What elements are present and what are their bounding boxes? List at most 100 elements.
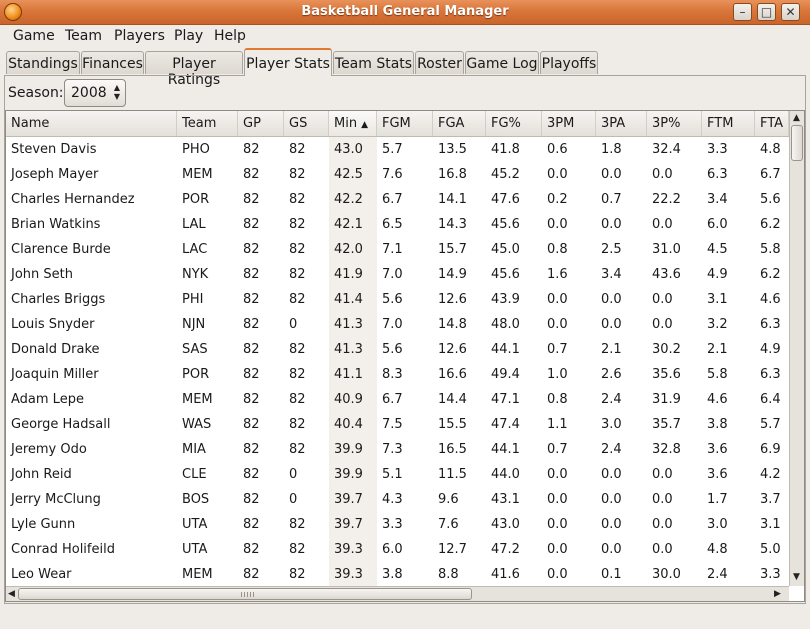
table-row[interactable]: Leo Wear MEM 82 82 39.3 3.8 8.8 41.6 0.0 0.1 30.0 2… (6, 561, 789, 586)
column-header-fga[interactable]: FGA (433, 111, 486, 136)
table-cell: Donald Drake (11, 342, 100, 357)
table-cell: 14.9 (438, 267, 467, 282)
column-header-label: Min (334, 116, 358, 131)
table-row[interactable]: Adam Lepe MEM 82 82 40.9 6.7 14.4 47.1 0.8 2.4 31.… (6, 386, 789, 411)
table-cell: 0.0 (601, 492, 622, 507)
table-row[interactable]: Lyle Gunn UTA 82 82 39.7 3.3 7.6 43.0 0.0 0.0 0.0 3… (6, 511, 789, 536)
table-cell: 82 (243, 492, 260, 507)
table-cell: 12.6 (438, 342, 467, 357)
table-cell: 82 (243, 242, 260, 257)
column-header-name[interactable]: Name (6, 111, 177, 136)
horizontal-scrollbar[interactable]: ◀ ▶ (6, 586, 789, 601)
table-row[interactable]: Jerry McClung BOS 82 0 39.7 4.3 9.6 43.1 0.0 0.0 0… (6, 486, 789, 511)
table-row[interactable]: Steven Davis PHO 82 82 43.0 5.7 13.5 41.8 0.6 1.8… (6, 136, 789, 161)
scroll-right-icon[interactable]: ▶ (774, 589, 781, 599)
table-cell: 3.1 (760, 517, 781, 532)
tab-player-ratings[interactable]: Player Ratings (145, 51, 243, 88)
spinner-arrows-icon[interactable]: ▲ ▼ (113, 83, 120, 101)
table-cell: 82 (289, 542, 306, 557)
table-cell: 2.4 (601, 392, 622, 407)
vertical-scrollbar[interactable]: ▲ ▼ (789, 111, 804, 586)
table-cell: 0.0 (652, 167, 673, 182)
table-cell: 6.9 (760, 442, 781, 457)
table-cell: 15.7 (438, 242, 467, 257)
tab-roster[interactable]: Roster (415, 51, 464, 74)
column-header-fgpct[interactable]: FG% (486, 111, 542, 136)
column-header-fta[interactable]: FTA (755, 111, 789, 136)
scroll-down-icon[interactable]: ▼ (793, 572, 800, 582)
column-header-gp[interactable]: GP (238, 111, 284, 136)
table-cell: PHO (182, 142, 210, 157)
table-cell: 41.9 (334, 267, 363, 282)
table-cell: 0.7 (547, 342, 568, 357)
table-cell: 0.0 (652, 217, 673, 232)
table-cell: 32.8 (652, 442, 681, 457)
table-row[interactable]: Brian Watkins LAL 82 82 42.1 6.5 14.3 45.6 0.0 0.… (6, 211, 789, 236)
column-header-label: FG% (491, 116, 521, 131)
table-cell: 6.3 (707, 167, 728, 182)
scroll-left-icon[interactable]: ◀ (8, 589, 15, 599)
season-spinner[interactable]: 2008 ▲ ▼ (64, 79, 126, 107)
vertical-scroll-thumb[interactable] (791, 125, 803, 161)
table-cell: 1.0 (547, 367, 568, 382)
column-header-3pa[interactable]: 3PA (596, 111, 647, 136)
column-header-3ppct[interactable]: 3P% (647, 111, 702, 136)
tab-team-stats[interactable]: Team Stats (333, 51, 414, 74)
table-row[interactable]: John Reid CLE 82 0 39.9 5.1 11.5 44.0 0.0 0.0 0.0 3… (6, 461, 789, 486)
column-header-gs[interactable]: GS (284, 111, 329, 136)
table-cell: SAS (182, 342, 208, 357)
column-header-label: FTA (760, 116, 784, 131)
table-cell: 43.6 (652, 267, 681, 282)
table-cell: 82 (289, 242, 306, 257)
menu-game[interactable]: Game (13, 28, 55, 44)
menu-help[interactable]: Help (214, 28, 246, 44)
table-cell: 30.0 (652, 567, 681, 582)
table-row[interactable]: Charles Briggs PHI 82 82 41.4 5.6 12.6 43.9 0.0 0… (6, 286, 789, 311)
menu-team[interactable]: Team (65, 28, 103, 44)
tab-playoffs[interactable]: Playoffs (540, 51, 598, 74)
table-cell: 48.0 (491, 317, 520, 332)
table-cell: 45.0 (491, 242, 520, 257)
table-row[interactable]: Joaquin Miller POR 82 82 41.1 8.3 16.6 49.4 1.0 2… (6, 361, 789, 386)
table-row[interactable]: Joseph Mayer MEM 82 82 42.5 7.6 16.8 45.2 0.0 0.0… (6, 161, 789, 186)
column-header-fgm[interactable]: FGM (377, 111, 433, 136)
table-cell: PHI (182, 292, 204, 307)
table-cell: Jerry McClung (11, 492, 101, 507)
table-cell: 44.0 (491, 467, 520, 482)
column-header-team[interactable]: Team (177, 111, 238, 136)
table-cell: 39.9 (334, 442, 363, 457)
column-header-3pm[interactable]: 3PM (542, 111, 596, 136)
title-bar[interactable]: Basketball General Manager – □ ✕ (0, 0, 810, 25)
close-button[interactable]: ✕ (781, 3, 800, 21)
table-cell: 45.6 (491, 267, 520, 282)
menu-play[interactable]: Play (174, 28, 204, 44)
table-cell: 0.0 (601, 467, 622, 482)
tab-game-log[interactable]: Game Log (465, 51, 539, 74)
table-cell: LAL (182, 217, 206, 232)
table-row[interactable]: Louis Snyder NJN 82 0 41.3 7.0 14.8 48.0 0.0 0.0 0… (6, 311, 789, 336)
table-row[interactable]: Clarence Burde LAC 82 82 42.0 7.1 15.7 45.0 0.8 2… (6, 236, 789, 261)
maximize-button[interactable]: □ (757, 3, 776, 21)
minimize-button[interactable]: – (733, 3, 752, 21)
scroll-up-icon[interactable]: ▲ (793, 113, 800, 123)
tab-finances[interactable]: Finances (81, 51, 144, 74)
horizontal-scroll-thumb[interactable] (18, 588, 472, 600)
table-cell: BOS (182, 492, 210, 507)
menu-players[interactable]: Players (114, 28, 165, 44)
table-row[interactable]: Charles Hernandez POR 82 82 42.2 6.7 14.1 47.6 0… (6, 186, 789, 211)
table-row[interactable]: Donald Drake SAS 82 82 41.3 5.6 12.6 44.1 0.7 2.1… (6, 336, 789, 361)
column-header-min[interactable]: Min ▲ (329, 111, 377, 136)
basketball-icon[interactable] (4, 3, 22, 21)
column-header-ftm[interactable]: FTM (702, 111, 755, 136)
table-row[interactable]: George Hadsall WAS 82 82 40.4 7.5 15.5 47.4 1.1 3… (6, 411, 789, 436)
table-cell: 82 (289, 217, 306, 232)
table-row[interactable]: John Seth NYK 82 82 41.9 7.0 14.9 45.6 1.6 3.4 43.… (6, 261, 789, 286)
table-row[interactable]: Conrad Holifeild UTA 82 82 39.3 6.0 12.7 47.2 0.… (6, 536, 789, 561)
table-cell: 41.8 (491, 142, 520, 157)
tab-player-stats[interactable]: Player Stats (244, 48, 332, 76)
close-icon: ✕ (785, 5, 796, 19)
table-cell: CLE (182, 467, 207, 482)
table-row[interactable]: Jeremy Odo MIA 82 82 39.9 7.3 16.5 44.1 0.7 2.4 32… (6, 436, 789, 461)
table-cell: 0.0 (601, 517, 622, 532)
tab-standings[interactable]: Standings (6, 51, 80, 74)
